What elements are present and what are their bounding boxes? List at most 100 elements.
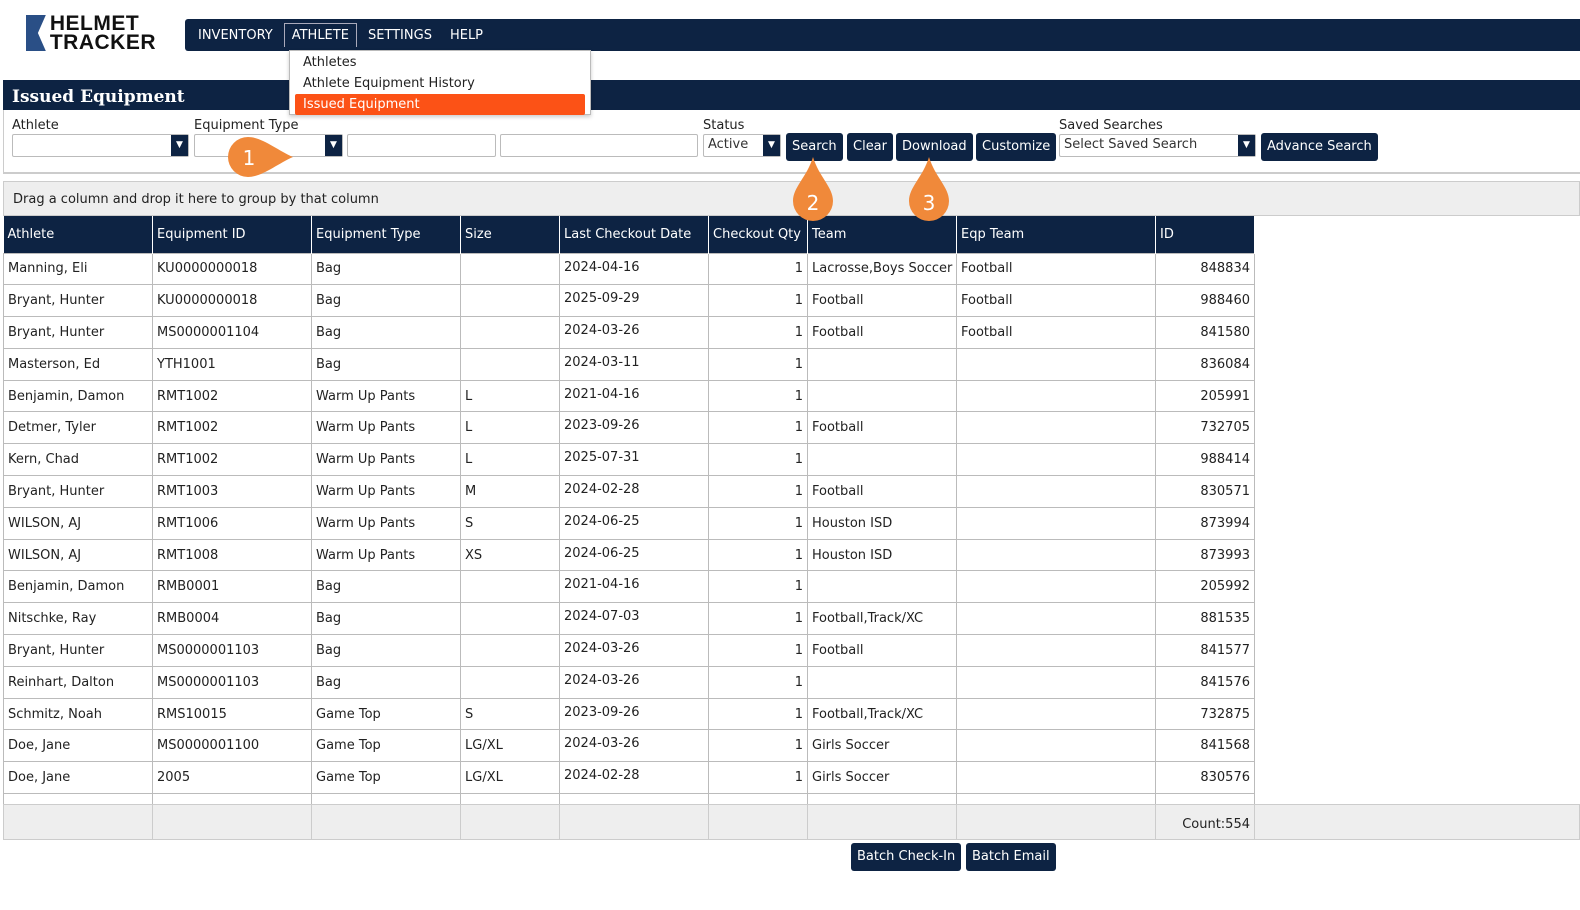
table-cell: 2025-09-29 xyxy=(559,284,709,318)
table-row[interactable]: Kern, Chad RMT1002 Warm Up Pants L 2025-07-3… xyxy=(3,443,1255,477)
batch-check-in-button[interactable]: Batch Check-In xyxy=(851,843,962,871)
table-cell: 1 xyxy=(708,443,808,477)
table-cell: Bag xyxy=(311,347,461,381)
clear-button[interactable]: Clear xyxy=(847,133,893,161)
column-header[interactable]: Last Checkout Date xyxy=(559,216,709,253)
nav-inventory[interactable]: INVENTORY xyxy=(198,27,273,43)
chevron-down-icon[interactable]: ▼ xyxy=(325,135,342,156)
table-row[interactable]: Benjamin, Damon RMB0001 Bag 2021-04-16 1 2059… xyxy=(3,570,1255,604)
table-cell: Girls Soccer xyxy=(807,729,957,763)
table-cell xyxy=(956,761,1156,795)
table-row[interactable]: Doe, Jane MS0000001100 Game Top LG/XL 2024-0… xyxy=(3,729,1255,763)
table-cell: Warm Up Pants xyxy=(311,506,461,540)
customize-button[interactable]: Customize xyxy=(976,133,1057,161)
table-row[interactable]: Doe, Jane 2005 Game Top LG/XL 2024-02-28 1 Gir… xyxy=(3,761,1255,795)
table-row[interactable] xyxy=(3,793,1255,804)
table-row[interactable]: WILSON, AJ RMT1008 Warm Up Pants XS 2024-06-… xyxy=(3,538,1255,572)
menu-item-issued-equipment[interactable]: Issued Equipment xyxy=(295,94,585,115)
text-filter-1[interactable] xyxy=(347,134,496,157)
filter-bar: Athlete ▼ Equipment Type ▼ Status Active… xyxy=(3,110,1580,174)
column-header[interactable]: Team xyxy=(807,216,957,253)
group-by-drop-zone[interactable]: Drag a column and drop it here to group … xyxy=(3,181,1580,216)
table-cell xyxy=(956,443,1156,477)
chevron-down-icon[interactable]: ▼ xyxy=(171,135,188,156)
table-cell xyxy=(460,665,560,699)
table-cell xyxy=(807,665,957,699)
table-cell: 848834 xyxy=(1155,252,1255,286)
table-cell: 836084 xyxy=(1155,347,1255,381)
table-cell: Bag xyxy=(311,316,461,349)
nav-help[interactable]: HELP xyxy=(449,27,484,43)
helmet-logo-icon xyxy=(26,15,46,51)
table-cell: RMB0004 xyxy=(152,602,312,636)
table-row[interactable]: Bryant, Hunter KU0000000018 Bag 2025-09-29 1… xyxy=(3,284,1255,318)
status-value: Active xyxy=(708,137,749,152)
table-cell: Houston ISD xyxy=(807,538,957,572)
table-cell: Doe, Jane xyxy=(3,729,153,763)
menu-item-athletes[interactable]: Athletes xyxy=(303,55,357,70)
text-filter-2[interactable] xyxy=(500,134,698,157)
table-cell: L xyxy=(460,379,560,413)
table-row[interactable]: Bryant, Hunter MS0000001104 Bag 2024-03-26 1… xyxy=(3,316,1255,349)
nav-athlete[interactable]: ATHLETE xyxy=(283,23,357,47)
menu-item-athlete-equipment-history[interactable]: Athlete Equipment History xyxy=(303,76,475,91)
advance-search-button[interactable]: Advance Search xyxy=(1261,133,1378,161)
table-cell: Football xyxy=(807,316,957,349)
table-row[interactable]: Reinhart, Dalton MS0000001103 Bag 2024-03-2… xyxy=(3,665,1255,699)
table-cell: 205991 xyxy=(1155,379,1255,413)
table-row[interactable]: Masterson, Ed YTH1001 Bag 2024-03-11 1 836084 xyxy=(3,347,1255,381)
column-header[interactable]: Athlete xyxy=(3,216,153,253)
callout-3: 3 xyxy=(909,157,949,221)
batch-email-button[interactable]: Batch Email xyxy=(966,843,1056,871)
table-row[interactable]: WILSON, AJ RMT1006 Warm Up Pants S 2024-06-2… xyxy=(3,506,1255,540)
table-cell: 1 xyxy=(708,411,808,445)
table-cell: 988414 xyxy=(1155,443,1255,477)
table-cell: Football xyxy=(956,284,1156,318)
table-row[interactable]: Benjamin, Damon RMT1002 Warm Up Pants L 2021… xyxy=(3,379,1255,413)
column-header[interactable]: Size xyxy=(460,216,560,253)
athlete-label: Athlete xyxy=(12,118,59,133)
column-header[interactable]: Eqp Team xyxy=(956,216,1156,253)
helmet-tracker-logo[interactable]: HELMET TRACKER xyxy=(26,12,156,54)
table-cell: MS0000001103 xyxy=(152,665,312,699)
table-row[interactable]: Nitschke, Ray RMB0004 Bag 2024-07-03 1 Footba… xyxy=(3,602,1255,636)
table-row[interactable]: Bryant, Hunter RMT1003 Warm Up Pants M 2024-… xyxy=(3,475,1255,508)
table-cell: 873994 xyxy=(1155,506,1255,540)
table-cell: Bryant, Hunter xyxy=(3,475,153,508)
table-cell xyxy=(956,602,1156,636)
column-header[interactable]: Checkout Qty xyxy=(708,216,808,253)
saved-searches-select[interactable]: Select Saved Search ▼ xyxy=(1059,134,1256,157)
athlete-select[interactable]: ▼ xyxy=(12,134,189,157)
chevron-down-icon[interactable]: ▼ xyxy=(763,135,780,156)
table-cell xyxy=(956,570,1156,604)
table-cell: Schmitz, Noah xyxy=(3,697,153,731)
table-cell: Bryant, Hunter xyxy=(3,634,153,667)
table-row[interactable]: Bryant, Hunter MS0000001103 Bag 2024-03-26 1… xyxy=(3,634,1255,667)
table-row[interactable]: Manning, Eli KU0000000018 Bag 2024-04-16 1 La… xyxy=(3,252,1255,286)
table-row[interactable]: Schmitz, Noah RMS10015 Game Top S 2023-09-26… xyxy=(3,697,1255,731)
search-button[interactable]: Search xyxy=(786,133,843,161)
column-header[interactable]: Equipment ID xyxy=(152,216,312,253)
table-cell: 2024-03-11 xyxy=(559,347,709,381)
table-cell: 1 xyxy=(708,379,808,413)
table-cell: 988460 xyxy=(1155,284,1255,318)
table-cell: 1 xyxy=(708,316,808,349)
table-cell: L xyxy=(460,411,560,445)
chevron-down-icon[interactable]: ▼ xyxy=(1238,135,1255,156)
table-cell: 2005 xyxy=(152,761,312,795)
table-cell xyxy=(460,570,560,604)
status-select[interactable]: Active ▼ xyxy=(703,134,781,157)
table-cell: Girls Soccer xyxy=(807,761,957,795)
table-cell: MS0000001103 xyxy=(152,634,312,667)
table-cell xyxy=(708,793,808,804)
status-label: Status xyxy=(703,118,745,133)
table-cell: 2024-03-26 xyxy=(559,665,709,699)
grid-footer: Count:554 xyxy=(3,804,1580,840)
nav-settings[interactable]: SETTINGS xyxy=(367,27,432,43)
table-cell xyxy=(956,634,1156,667)
table-row[interactable]: Detmer, Tyler RMT1002 Warm Up Pants L 2023-0… xyxy=(3,411,1255,445)
column-header[interactable]: ID xyxy=(1155,216,1255,253)
table-cell: 2024-06-25 xyxy=(559,538,709,572)
column-header[interactable]: Equipment Type xyxy=(311,216,461,253)
download-button[interactable]: Download xyxy=(896,133,973,161)
